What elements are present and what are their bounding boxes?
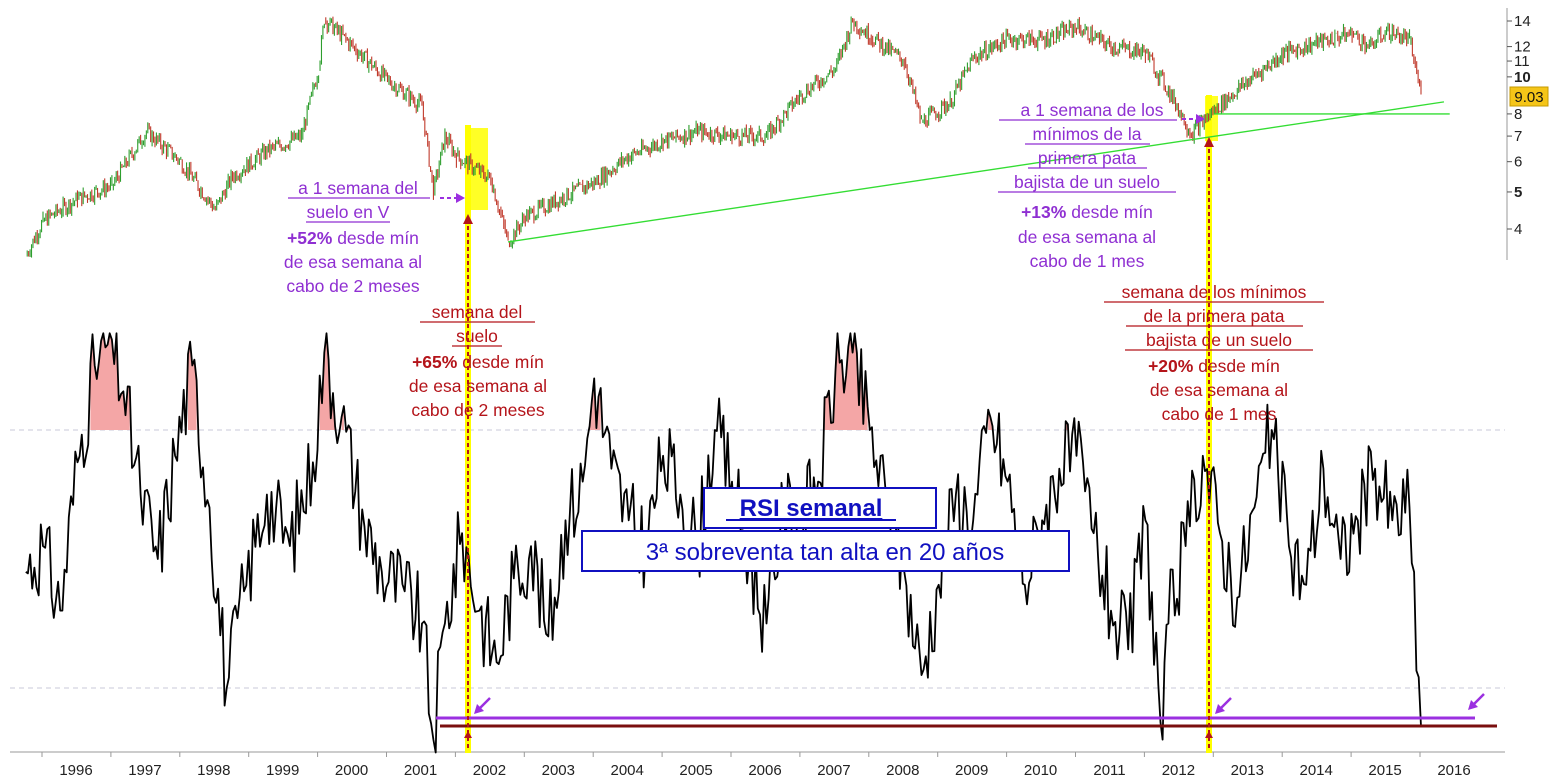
x-tick-label: 2014: [1300, 762, 1333, 779]
rsi-line: [25, 332, 1422, 754]
annotation-line: cabo de 1 mes: [1162, 404, 1277, 424]
y-tick-label: 14: [1514, 13, 1531, 30]
x-tick-label: 2008: [886, 762, 919, 779]
annotation-line: cabo de 1 mes: [1030, 251, 1145, 271]
last-value-text: 9.03: [1514, 89, 1543, 106]
purple-dashed-arrow-icon: [440, 193, 465, 203]
y-tick-label: 8: [1514, 106, 1522, 123]
annotation-line: primera pata: [1038, 148, 1137, 168]
annotation-pct: +13%: [1021, 202, 1067, 222]
annotation-pct: +52%: [287, 228, 333, 248]
x-tick-label: 1997: [128, 762, 161, 779]
annotation-line: de esa semana al: [1150, 380, 1288, 400]
rsi-subtitle: 3ª sobreventa tan alta en 20 años: [646, 539, 1004, 566]
trendlines: [507, 101, 1450, 243]
rsi-title-frame: [703, 487, 937, 529]
annotation-purple-right: a 1 semana de los mínimos de la primera …: [998, 100, 1177, 271]
x-tick-label: 2010: [1024, 762, 1057, 779]
annotation-line: +20% desde mín: [1148, 356, 1280, 376]
purple-dashed-arrow-icon: [1182, 114, 1205, 124]
annotation-line: de la primera pata: [1143, 306, 1284, 326]
y-tick-label: 6: [1514, 154, 1522, 171]
annotation-line: +52% desde mín: [287, 228, 419, 248]
x-tick-label: 2012: [1162, 762, 1195, 779]
price-series: [26, 16, 1422, 258]
y-tick-label: 12: [1514, 39, 1531, 56]
annotation-purple-left: a 1 semana del suelo en V +52% desde mín…: [284, 178, 430, 296]
annotation-line: bajista de un suelo: [1014, 172, 1160, 192]
annotation-line: semana de los mínimos: [1122, 282, 1307, 302]
purple-arrow-icon: [1468, 693, 1485, 710]
annotation-text: desde mín: [1071, 202, 1153, 222]
y-tick-label: 7: [1514, 128, 1522, 145]
x-tick-label: 2005: [679, 762, 712, 779]
last-value-badge: [1509, 86, 1549, 107]
x-tick-label: 2009: [955, 762, 988, 779]
x-tick-label: 2015: [1368, 762, 1401, 779]
annotation-pct: +20%: [1148, 356, 1194, 376]
annotation-line: de esa semana al: [284, 252, 422, 272]
annotation-line: suelo en V: [307, 202, 390, 222]
annotation-line: de esa semana al: [1018, 227, 1156, 247]
purple-arrow-icon: [1215, 697, 1232, 714]
rsi-subtitle-frame: [581, 530, 1070, 572]
x-tick-label: 2002: [473, 762, 506, 779]
y-tick-label: 10: [1514, 69, 1531, 86]
annotation-red-left: semana del suelo +65% desde mín de esa s…: [409, 302, 547, 420]
x-tick-label: 2000: [335, 762, 368, 779]
rsi-overbought-area: [319, 333, 336, 430]
y-tick-label: 4: [1514, 221, 1522, 238]
rsi-title: RSI semanal: [740, 495, 883, 522]
x-tick-label: 2004: [611, 762, 644, 779]
trendline: [507, 101, 1445, 243]
rsi-series: [25, 332, 1422, 754]
x-tick-label: 2003: [542, 762, 575, 779]
x-tick-label: 2006: [748, 762, 781, 779]
red-dashed-arrow-icon: [1204, 137, 1214, 748]
annotation-line: cabo de 2 meses: [411, 400, 545, 420]
annotation-text: desde mín: [337, 228, 419, 248]
rsi-subtitle-box: 3ª sobreventa tan alta en 20 años: [581, 530, 1070, 572]
annotation-text: desde mín: [462, 352, 544, 372]
y-tick-label: 11: [1514, 53, 1530, 70]
annotation-line: suelo: [456, 326, 498, 346]
x-tick-label: 2007: [817, 762, 850, 779]
annotation-pct: +65%: [412, 352, 458, 372]
red-dashed-arrow-icon: [463, 214, 473, 748]
annotation-red-right: semana de los mínimos de la primera pata…: [1104, 282, 1324, 424]
annotation-line: a 1 semana de los: [1020, 100, 1163, 120]
x-tick-label: 1999: [266, 762, 299, 779]
annotation-line: a 1 semana del: [298, 178, 418, 198]
x-tick-label: 1996: [59, 762, 92, 779]
x-tick-label: 2001: [404, 762, 437, 779]
annotation-line: de esa semana al: [409, 376, 547, 396]
annotation-line: cabo de 2 meses: [286, 276, 420, 296]
x-tick-label: 1998: [197, 762, 230, 779]
annotation-line: +13% desde mín: [1021, 202, 1153, 222]
highlight-zone: [466, 128, 488, 210]
x-tick-label: 2013: [1231, 762, 1264, 779]
annotation-text: desde mín: [1198, 356, 1280, 376]
year-axis: 1996 1997 1998 1999 2000 2001 2002 2003 2004 2005…: [41, 752, 1471, 779]
y-tick-label: 5: [1514, 184, 1522, 201]
annotation-line: bajista de un suelo: [1146, 330, 1292, 350]
annotation-line: +65% desde mín: [412, 352, 544, 372]
x-tick-label: 2016: [1437, 762, 1470, 779]
rsi-title-box: RSI semanal: [703, 487, 937, 529]
annotation-line: semana del: [432, 302, 522, 322]
annotation-line: mínimos de la: [1033, 124, 1142, 144]
x-tick-label: 2011: [1093, 762, 1125, 779]
purple-arrow-icon: [474, 697, 491, 714]
